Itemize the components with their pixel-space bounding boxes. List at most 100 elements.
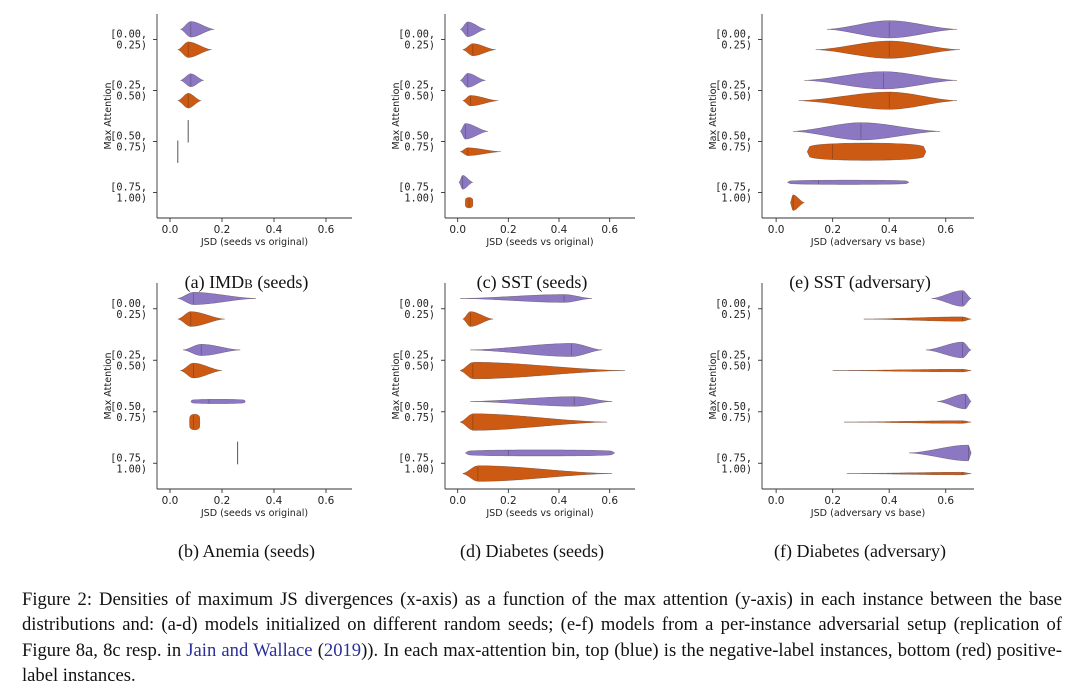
x-tick-label: 0.0 [162, 224, 179, 236]
y-tick-label: [0.50, [715, 402, 752, 413]
violin-neg-bin-0 [931, 290, 972, 307]
y-tick-label: 0.25) [116, 310, 147, 321]
x-tick-label: 0.6 [937, 224, 954, 236]
y-tick-label: 1.00) [116, 464, 147, 475]
y-tick-label: [0.75, [715, 183, 752, 194]
caption-part: SST (adversary) [813, 272, 931, 292]
figure-caption: Figure 2: Densities of maximum JS diverg… [22, 587, 1062, 689]
citation-authors-link[interactable]: Jain and Wallace [186, 639, 313, 661]
violin-neg-bin-1 [182, 344, 241, 356]
y-tick-label: [0.75, [398, 453, 435, 464]
y-tick-label: [0.00, [398, 30, 435, 41]
x-axis-label: JSD (adversary vs base) [810, 237, 925, 248]
x-axis-label: JSD (seeds vs original) [485, 508, 593, 519]
y-tick-label: [0.00, [398, 299, 435, 310]
y-tick-label: [0.25, [110, 350, 147, 361]
y-tick-label: [0.50, [398, 132, 435, 143]
violin-neg-bin-0 [826, 20, 958, 39]
x-tick-label: 0.4 [266, 224, 283, 236]
x-tick-label: 0.6 [601, 224, 618, 236]
caption-part: Diabetes (adversary) [796, 541, 946, 561]
violin-pos-bin-2 [806, 142, 927, 161]
violin-neg-bin-1 [180, 73, 204, 88]
violin-pos-bin-3 [846, 471, 972, 476]
caption-part: Anemia (seeds) [202, 541, 315, 561]
x-tick-label: 0.4 [881, 224, 898, 236]
x-tick-label: 0.2 [500, 495, 517, 507]
violin-neg-bin-0 [179, 21, 215, 38]
caption-part: SST (seeds) [501, 272, 588, 292]
y-tick-label: [0.50, [715, 132, 752, 143]
subfigure-caption-e: (e) SST (adversary) [789, 272, 931, 293]
violin-neg-bin-1 [804, 71, 958, 90]
violin-neg-bin-1 [470, 343, 603, 357]
y-tick-label: 0.75) [404, 413, 435, 424]
y-tick-label: 0.25) [116, 41, 147, 52]
violin-neg-bin-3 [464, 449, 615, 457]
x-tick-label: 0.0 [449, 224, 466, 236]
subfigure-caption-c: (c) SST (seeds) [477, 272, 588, 293]
y-tick-label: 0.75) [721, 413, 752, 424]
y-tick-label: [0.50, [110, 402, 147, 413]
y-tick-label: [0.75, [110, 183, 147, 194]
violin-neg-bin-3 [908, 444, 972, 462]
y-tick-label: 0.50) [721, 92, 752, 103]
violin-pos-bin-3 [465, 197, 474, 209]
x-tick-label: 0.4 [881, 495, 898, 507]
violin-pos-bin-1 [459, 361, 625, 380]
y-tick-label: 0.75) [116, 143, 147, 154]
violin-neg-bin-2 [793, 122, 941, 141]
violin-pos-bin-0 [461, 43, 496, 57]
violin-neg-bin-2 [190, 399, 246, 404]
y-tick-label: 1.00) [404, 464, 435, 475]
y-tick-label: [0.00, [110, 30, 147, 41]
violin-pos-bin-0 [815, 40, 960, 59]
citation-year-link[interactable]: 2019 [323, 639, 362, 661]
y-tick-label: [0.75, [110, 453, 147, 464]
chart-panel-f: 0.0 0.2 0.4 0.6 JSD (adversary vs base) Max A… [708, 283, 974, 519]
y-tick-label: 1.00) [404, 194, 435, 205]
violin-pos-bin-1 [177, 93, 202, 109]
x-tick-label: 0.2 [500, 224, 517, 236]
y-tick-label: [0.75, [715, 453, 752, 464]
y-tick-label: [0.25, [110, 81, 147, 92]
x-tick-label: 0.4 [551, 495, 568, 507]
x-tick-label: 0.4 [551, 224, 568, 236]
y-tick-label: 1.00) [116, 194, 147, 205]
y-tick-label: 0.25) [721, 41, 752, 52]
violin-pos-bin-2 [460, 147, 501, 156]
violin-pos-bin-0 [461, 311, 494, 327]
y-tick-label: [0.25, [398, 350, 435, 361]
caption-part: (a) [184, 272, 210, 292]
y-tick-label: 0.25) [404, 310, 435, 321]
x-tick-label: 0.6 [318, 224, 335, 236]
violin-neg-bin-2 [937, 393, 972, 410]
caption-part: (d) [460, 541, 486, 561]
violin-pos-bin-0 [176, 41, 212, 58]
violin-neg-bin-3 [786, 179, 910, 185]
violin-neg-bin-0 [177, 292, 256, 305]
caption-part: Diabetes (seeds) [485, 541, 604, 561]
y-tick-label: [0.25, [715, 350, 752, 361]
x-axis-label: JSD (adversary vs base) [810, 508, 925, 519]
x-tick-label: 0.6 [601, 495, 618, 507]
y-tick-label: 0.75) [116, 413, 147, 424]
y-axis-label: Max Attention [708, 352, 719, 419]
y-tick-label: 1.00) [721, 194, 752, 205]
violin-pos-bin-1 [462, 95, 499, 107]
violin-pos-bin-2 [459, 413, 608, 431]
x-axis-label: JSD (seeds vs original) [200, 237, 308, 248]
violin-pos-bin-3 [789, 194, 806, 211]
y-tick-label: 0.25) [721, 310, 752, 321]
violin-pos-bin-1 [798, 91, 958, 110]
subfigure-caption-f: (f) Diabetes (adversary) [774, 541, 946, 562]
chart-panel-b: 0.0 0.2 0.4 0.6 JSD (seeds vs original) Max A… [103, 283, 352, 519]
subfigure-caption-d: (d) Diabetes (seeds) [460, 541, 604, 562]
caption-part: (e) [789, 272, 814, 292]
violin-neg-bin-3 [458, 175, 474, 190]
y-tick-label: 0.50) [404, 92, 435, 103]
y-tick-label: [0.75, [398, 183, 435, 194]
subfigure-caption-b: (b) Anemia (seeds) [178, 541, 315, 562]
chart-panel-a: 0.0 0.2 0.4 0.6 JSD (seeds vs original) Max A… [103, 14, 352, 248]
x-tick-label: 0.0 [162, 495, 179, 507]
